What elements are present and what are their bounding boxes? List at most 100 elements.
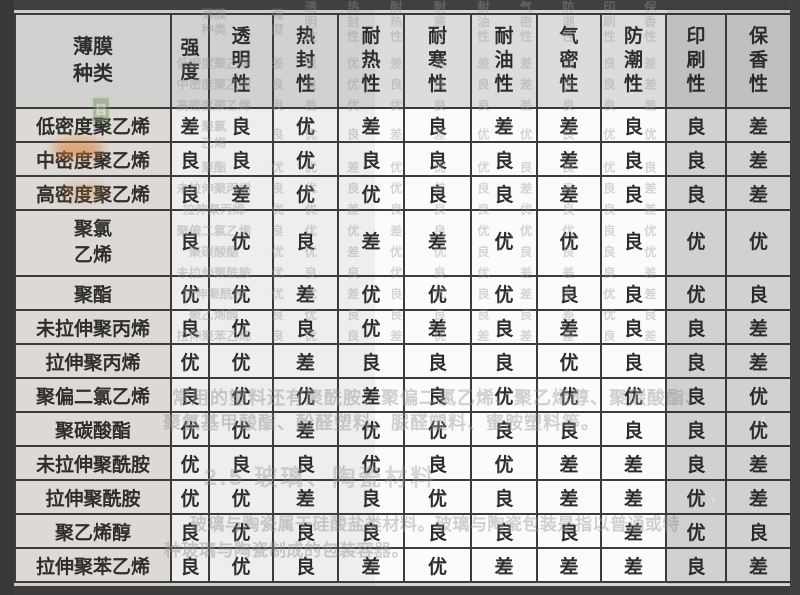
rating-cell: 差 bbox=[337, 107, 405, 143]
rating-cell: 良 bbox=[170, 377, 210, 413]
column-header: 耐 寒 性 bbox=[403, 13, 472, 109]
table-row: 聚乙烯醇良优良良良良良差优良 bbox=[14, 513, 792, 549]
rating-cell: 良 bbox=[665, 377, 727, 413]
rating-cell: 良 bbox=[665, 547, 727, 583]
rating-cell: 良 bbox=[272, 547, 339, 583]
table-row: 未拉伸聚丙烯良优良优差良差良良差 bbox=[14, 309, 792, 345]
row-header-film-type: 聚碳酸酯 bbox=[14, 411, 172, 447]
rating-cell: 优 bbox=[337, 445, 405, 481]
table-row: 聚偏二氯乙烯良优优差良优优优良优 bbox=[14, 377, 792, 413]
rating-cell: 优 bbox=[403, 479, 472, 515]
rating-cell: 良 bbox=[403, 445, 472, 481]
rating-cell: 良 bbox=[208, 107, 274, 143]
rating-cell: 差 bbox=[600, 445, 667, 481]
rating-cell: 优 bbox=[536, 343, 602, 379]
rating-cell: 优 bbox=[470, 209, 538, 277]
row-header-film-type: 拉伸聚苯乙烯 bbox=[14, 547, 172, 583]
column-header: 强 度 bbox=[170, 13, 210, 109]
row-header-film-type: 聚酯 bbox=[14, 275, 172, 311]
frame-edge-right bbox=[790, 0, 800, 595]
rating-cell: 差 bbox=[403, 309, 472, 345]
rating-cell: 优 bbox=[208, 513, 274, 549]
row-header-film-type: 拉伸聚酰胺 bbox=[14, 479, 172, 515]
column-header: 防 潮 性 bbox=[600, 13, 667, 109]
table-row: 拉伸聚苯乙烯良优良差优差差差良差 bbox=[14, 547, 792, 583]
rating-cell: 优 bbox=[170, 275, 210, 311]
rating-cell: 良 bbox=[272, 445, 339, 481]
rating-cell: 良 bbox=[272, 309, 339, 345]
frame-edge-bottom bbox=[0, 583, 800, 595]
table-row: 拉伸聚丙烯优优差良良良优良良差 bbox=[14, 343, 792, 379]
rating-cell: 良 bbox=[665, 445, 727, 481]
rating-cell: 差 bbox=[725, 547, 792, 583]
rating-cell: 差 bbox=[170, 107, 210, 143]
rating-cell: 良 bbox=[403, 377, 472, 413]
rating-cell: 优 bbox=[272, 141, 339, 177]
rating-cell: 良 bbox=[536, 411, 602, 447]
rating-cell: 良 bbox=[600, 411, 667, 447]
rating-cell: 良 bbox=[403, 343, 472, 379]
rating-cell: 良 bbox=[600, 175, 667, 211]
film-properties-table: 薄膜 种类强 度透 明 性热 封 性耐 热 性耐 寒 性耐 油 性气 密 性防 … bbox=[14, 13, 792, 583]
row-header-film-type: 中密度聚乙烯 bbox=[14, 141, 172, 177]
rating-cell: 优 bbox=[403, 411, 472, 447]
rating-cell: 优 bbox=[208, 377, 274, 413]
rating-cell: 优 bbox=[208, 343, 274, 379]
rating-cell: 良 bbox=[208, 445, 274, 481]
rating-cell: 差 bbox=[600, 513, 667, 549]
rating-cell: 良 bbox=[600, 209, 667, 277]
rating-cell: 优 bbox=[536, 209, 602, 277]
table-row: 拉伸聚酰胺优优差良优良差差优差 bbox=[14, 479, 792, 515]
rating-cell: 优 bbox=[170, 479, 210, 515]
rating-cell: 良 bbox=[665, 107, 727, 143]
column-header: 耐 热 性 bbox=[337, 13, 405, 109]
row-header-film-type: 未拉伸聚酰胺 bbox=[14, 445, 172, 481]
rating-cell: 优 bbox=[272, 175, 339, 211]
rating-cell: 差 bbox=[536, 175, 602, 211]
rating-cell: 良 bbox=[470, 479, 538, 515]
rating-cell: 良 bbox=[600, 275, 667, 311]
column-header: 透 明 性 bbox=[208, 13, 274, 109]
table-row: 聚氯 乙烯良优良差差优优良优优 bbox=[14, 209, 792, 277]
rating-cell: 良 bbox=[470, 343, 538, 379]
table-row: 高密度聚乙烯良差优优良良差良良差 bbox=[14, 175, 792, 211]
rating-cell: 良 bbox=[536, 275, 602, 311]
rating-cell: 优 bbox=[208, 309, 274, 345]
rating-cell: 优 bbox=[536, 377, 602, 413]
rating-cell: 良 bbox=[470, 513, 538, 549]
rating-cell: 差 bbox=[337, 377, 405, 413]
rating-cell: 差 bbox=[725, 309, 792, 345]
rating-cell: 良 bbox=[272, 513, 339, 549]
rating-cell: 良 bbox=[170, 209, 210, 277]
table-row: 低密度聚乙烯差良优差良差差良良差 bbox=[14, 107, 792, 143]
rating-cell: 良 bbox=[403, 107, 472, 143]
rating-cell: 良 bbox=[725, 275, 792, 311]
rating-cell: 优 bbox=[170, 445, 210, 481]
rating-cell: 差 bbox=[470, 547, 538, 583]
frame-edge-top bbox=[0, 0, 800, 10]
rating-cell: 差 bbox=[600, 479, 667, 515]
rating-cell: 优 bbox=[403, 547, 472, 583]
rating-cell: 优 bbox=[725, 209, 792, 277]
rating-cell: 差 bbox=[600, 547, 667, 583]
rating-cell: 良 bbox=[170, 513, 210, 549]
row-header-film-type: 高密度聚乙烯 bbox=[14, 175, 172, 211]
rating-cell: 良 bbox=[600, 141, 667, 177]
rating-cell: 优 bbox=[665, 479, 727, 515]
rating-cell: 优 bbox=[208, 479, 274, 515]
rating-cell: 差 bbox=[470, 107, 538, 143]
rating-cell: 良 bbox=[170, 175, 210, 211]
column-header: 耐 油 性 bbox=[470, 13, 538, 109]
table-row: 聚酯优优差优优优良良优良 bbox=[14, 275, 792, 311]
row-header-film-type: 未拉伸聚丙烯 bbox=[14, 309, 172, 345]
rating-cell: 差 bbox=[272, 411, 339, 447]
rating-cell: 良 bbox=[170, 141, 210, 177]
rating-cell: 差 bbox=[403, 209, 472, 277]
rating-cell: 优 bbox=[470, 275, 538, 311]
rating-cell: 优 bbox=[665, 275, 727, 311]
rating-cell: 差 bbox=[337, 547, 405, 583]
rating-cell: 良 bbox=[170, 309, 210, 345]
rating-cell: 良 bbox=[665, 411, 727, 447]
rating-cell: 良 bbox=[665, 343, 727, 379]
